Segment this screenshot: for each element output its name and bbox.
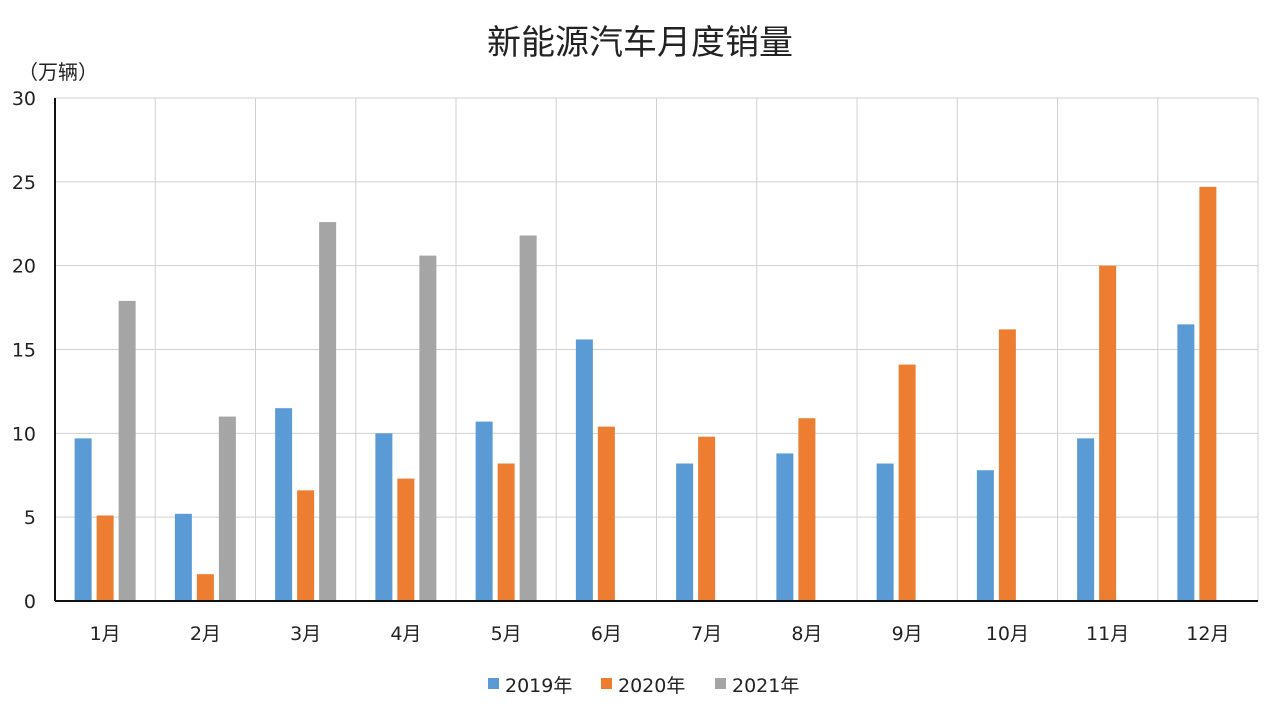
bar-2019年-7月 (676, 463, 694, 601)
x-tick-label: 1月 (90, 623, 121, 645)
bar-2021年-4月 (419, 255, 437, 601)
bar-2019年-6月 (575, 339, 593, 601)
bar-2020年-2月 (196, 574, 214, 601)
legend-swatch (715, 678, 726, 689)
bar-2020年-11月 (1099, 265, 1117, 601)
x-tick-label: 8月 (791, 623, 822, 645)
bar-2020年-9月 (898, 364, 916, 601)
y-tick-label: 25 (12, 172, 36, 194)
bar-2021年-3月 (319, 222, 337, 601)
legend-label: 2020年 (618, 675, 685, 697)
bar-2019年-5月 (475, 421, 493, 601)
x-tick-label: 7月 (691, 623, 722, 645)
bar-2019年-9月 (876, 463, 894, 601)
chart-title: 新能源汽车月度销量 (487, 23, 793, 63)
y-tick-label: 15 (12, 340, 36, 362)
x-tick-label: 9月 (892, 623, 923, 645)
x-tick-label: 3月 (290, 623, 321, 645)
bar-2019年-3月 (275, 408, 293, 601)
bar-2020年-4月 (397, 478, 415, 601)
y-tick-label: 0 (24, 591, 36, 613)
bar-2019年-8月 (776, 453, 794, 601)
bar-2020年-5月 (497, 463, 515, 601)
legend: 2019年 2020年 2021年 (488, 675, 799, 697)
legend-swatch (488, 678, 499, 689)
bar-2019年-11月 (1077, 438, 1095, 601)
bar-2019年-4月 (375, 433, 393, 601)
legend-swatch (601, 678, 612, 689)
y-tick-label: 30 (12, 88, 36, 110)
x-tick-label: 2月 (190, 623, 221, 645)
x-tick-label: 12月 (1186, 623, 1229, 645)
bar-2021年-5月 (519, 235, 537, 601)
bar-2021年-2月 (218, 416, 236, 601)
x-tick-label: 6月 (591, 623, 622, 645)
bar-2021年-1月 (118, 300, 136, 601)
bar-2019年-12月 (1177, 324, 1195, 601)
y-tick-label: 10 (12, 423, 36, 445)
bar-2020年-8月 (798, 418, 816, 601)
bar-2019年-2月 (174, 513, 192, 601)
bar-2020年-1月 (96, 515, 114, 601)
bar-2020年-10月 (998, 329, 1016, 601)
bars (74, 186, 1217, 601)
y-tick-label: 20 (12, 256, 36, 278)
y-axis-unit-label: （万辆） (18, 60, 98, 84)
x-tick-label: 11月 (1086, 623, 1129, 645)
legend-label: 2021年 (732, 675, 799, 697)
x-tick-label: 10月 (986, 623, 1029, 645)
axes: 0 5 10 15 20 25 30 1月 2月 3月 4月 5月 6月 7月 8月 9月 10月 11月 12月 (12, 88, 1258, 645)
bar-2020年-6月 (597, 426, 615, 601)
x-tick-label: 4月 (390, 623, 421, 645)
bar-2020年-7月 (698, 436, 716, 601)
bar-2020年-12月 (1199, 186, 1217, 601)
x-tick-label: 5月 (491, 623, 522, 645)
y-tick-label: 5 (24, 507, 36, 529)
gridlines (55, 97, 1259, 601)
legend-label: 2019年 (505, 675, 572, 697)
bar-2019年-1月 (74, 438, 92, 601)
bar-2019年-10月 (976, 470, 994, 601)
bar-2020年-3月 (297, 490, 315, 601)
